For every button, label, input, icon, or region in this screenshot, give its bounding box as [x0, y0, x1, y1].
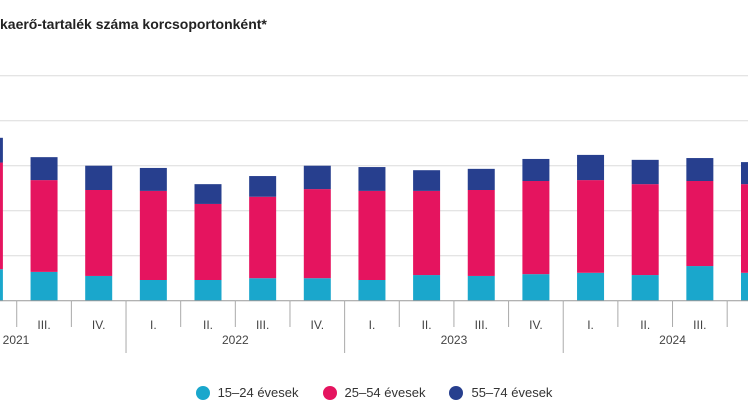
bar-segment	[249, 176, 277, 197]
bar-segment	[467, 190, 495, 276]
bar-segment	[194, 184, 222, 204]
bar-segment	[577, 272, 605, 301]
bar-segment	[249, 278, 277, 301]
quarter-label: I.	[150, 318, 157, 332]
bar-segment	[577, 154, 605, 181]
bar-segment	[139, 167, 167, 191]
legend-item[interactable]: 15–24 évesek	[195, 385, 299, 400]
quarter-label: III.	[475, 318, 488, 332]
chart-title: kaerő-tartalék száma korcsoportonként*	[0, 16, 267, 32]
legend-label: 55–74 évesek	[471, 385, 553, 400]
bar-segment	[686, 266, 714, 301]
bar-segment	[467, 168, 495, 190]
bar-segment	[741, 272, 748, 301]
bar-segment	[741, 162, 748, 185]
bar-segment	[413, 275, 441, 301]
bar-segment	[194, 203, 222, 280]
year-label: 2022	[222, 333, 249, 347]
bar-segment	[741, 184, 748, 273]
bar-segment	[0, 162, 3, 270]
quarter-label: II.	[640, 318, 650, 332]
bar-segment	[522, 181, 550, 275]
legend-label: 15–24 évesek	[217, 385, 299, 400]
legend-item[interactable]: 55–74 évesek	[449, 385, 552, 400]
legend-item[interactable]: 25–54 évesek	[322, 385, 426, 400]
bar-segment	[139, 280, 167, 301]
year-label: 2023	[441, 333, 468, 347]
quarter-label: IV.	[311, 318, 325, 332]
quarter-label: III.	[37, 318, 50, 332]
bar-segment	[631, 159, 659, 185]
bar-segment	[139, 190, 167, 280]
legend-label: 25–54 évesek	[344, 385, 426, 400]
bar-segment	[631, 275, 659, 301]
bar-segment	[686, 181, 714, 267]
bar-segment	[85, 190, 113, 276]
bar-segment	[522, 158, 550, 181]
bar-segment	[631, 184, 659, 276]
bar-segment	[85, 275, 113, 301]
bar-segment	[413, 190, 441, 276]
bar-segment	[30, 180, 58, 272]
bar-segment	[413, 170, 441, 191]
bar-segment	[358, 167, 386, 191]
bar-segment	[303, 278, 331, 301]
quarter-label: III.	[693, 318, 706, 332]
quarter-label: I.	[369, 318, 376, 332]
bar-segment	[194, 280, 222, 301]
quarter-label: II.	[203, 318, 213, 332]
bar-segment	[467, 275, 495, 301]
bar-segment	[30, 157, 58, 181]
bar-segment	[0, 137, 3, 163]
quarter-label: IV.	[92, 318, 106, 332]
quarter-label: II.	[422, 318, 432, 332]
quarter-label: III.	[256, 318, 269, 332]
legend-swatch	[195, 385, 210, 400]
legend-swatch	[322, 385, 337, 400]
bar-segment	[303, 189, 331, 279]
year-label: 2024	[659, 333, 686, 347]
legend: 15–24 évesek 25–54 évesek 55–74 évesek	[0, 385, 748, 400]
bar-segment	[358, 190, 386, 280]
bar-segment	[303, 165, 331, 190]
bar-segment	[0, 269, 3, 301]
bar-segment	[85, 165, 113, 190]
bar-segment	[358, 280, 386, 301]
bar-segment	[30, 271, 58, 301]
quarter-label: IV.	[529, 318, 543, 332]
legend-swatch	[449, 385, 464, 400]
quarter-label: I.	[587, 318, 594, 332]
bar-segment	[686, 158, 714, 181]
bar-segment	[522, 274, 550, 301]
bar-segment	[577, 180, 605, 273]
year-label: 2021	[3, 333, 30, 347]
bar-segment	[249, 196, 277, 279]
